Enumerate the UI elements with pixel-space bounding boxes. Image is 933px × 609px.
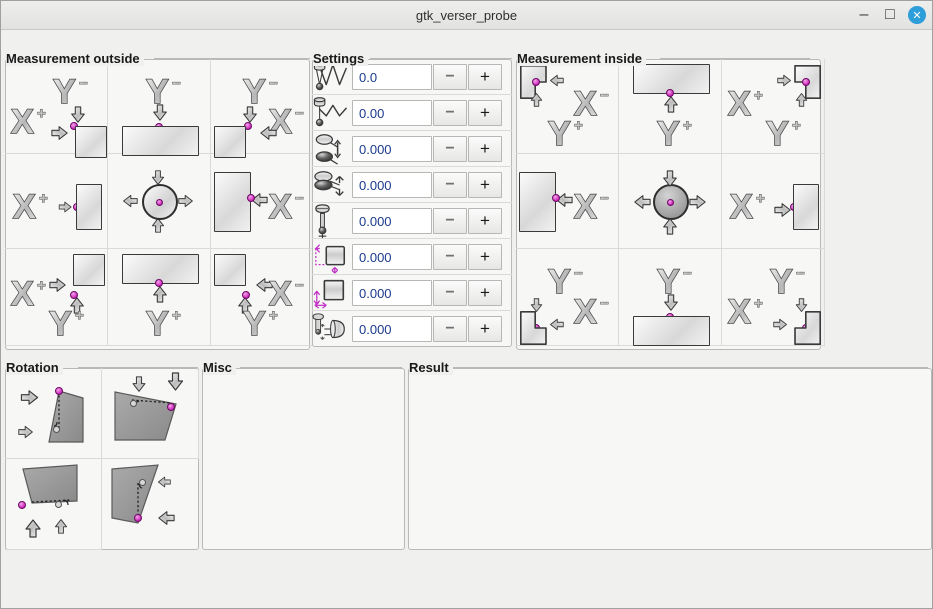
svg-text:+: +: [37, 105, 46, 122]
svg-text:+: +: [269, 307, 278, 324]
svg-text:X: X: [11, 275, 34, 313]
svg-text:+: +: [683, 117, 692, 134]
svg-text:X: X: [728, 293, 751, 331]
svg-text:+: +: [756, 190, 765, 207]
svg-text:Y: Y: [766, 115, 789, 153]
svg-text:Y: Y: [657, 115, 680, 153]
svg-text:−: −: [683, 265, 692, 282]
svg-text:X: X: [728, 85, 751, 123]
svg-text:−: −: [796, 265, 805, 282]
svg-text:Y: Y: [146, 305, 169, 343]
svg-text:X: X: [574, 188, 597, 226]
svg-text:+: +: [39, 190, 48, 207]
svg-text:−: −: [295, 277, 304, 294]
svg-text:−: −: [600, 295, 609, 312]
svg-text:−: −: [600, 190, 609, 207]
svg-text:+: +: [754, 295, 763, 312]
svg-text:+: +: [754, 87, 763, 104]
svg-text:+: +: [37, 277, 46, 294]
svg-text:+: +: [172, 307, 181, 324]
svg-text:−: −: [600, 87, 609, 104]
svg-text:Y: Y: [243, 305, 266, 343]
svg-text:+: +: [792, 117, 801, 134]
svg-text:−: −: [574, 265, 583, 282]
svg-text:X: X: [574, 293, 597, 331]
svg-text:−: −: [172, 75, 181, 92]
svg-text:X: X: [730, 188, 753, 226]
svg-text:−: −: [269, 75, 278, 92]
svg-text:−: −: [79, 75, 88, 92]
svg-text:Y: Y: [49, 305, 72, 343]
svg-text:−: −: [295, 190, 304, 207]
svg-text:Y: Y: [548, 115, 571, 153]
svg-text:+: +: [75, 307, 84, 324]
svg-text:X: X: [13, 188, 36, 226]
svg-text:X: X: [11, 103, 34, 141]
svg-text:Y: Y: [548, 263, 571, 301]
svg-text:−: −: [295, 105, 304, 122]
svg-text:X: X: [269, 188, 292, 226]
svg-text:+: +: [574, 117, 583, 134]
